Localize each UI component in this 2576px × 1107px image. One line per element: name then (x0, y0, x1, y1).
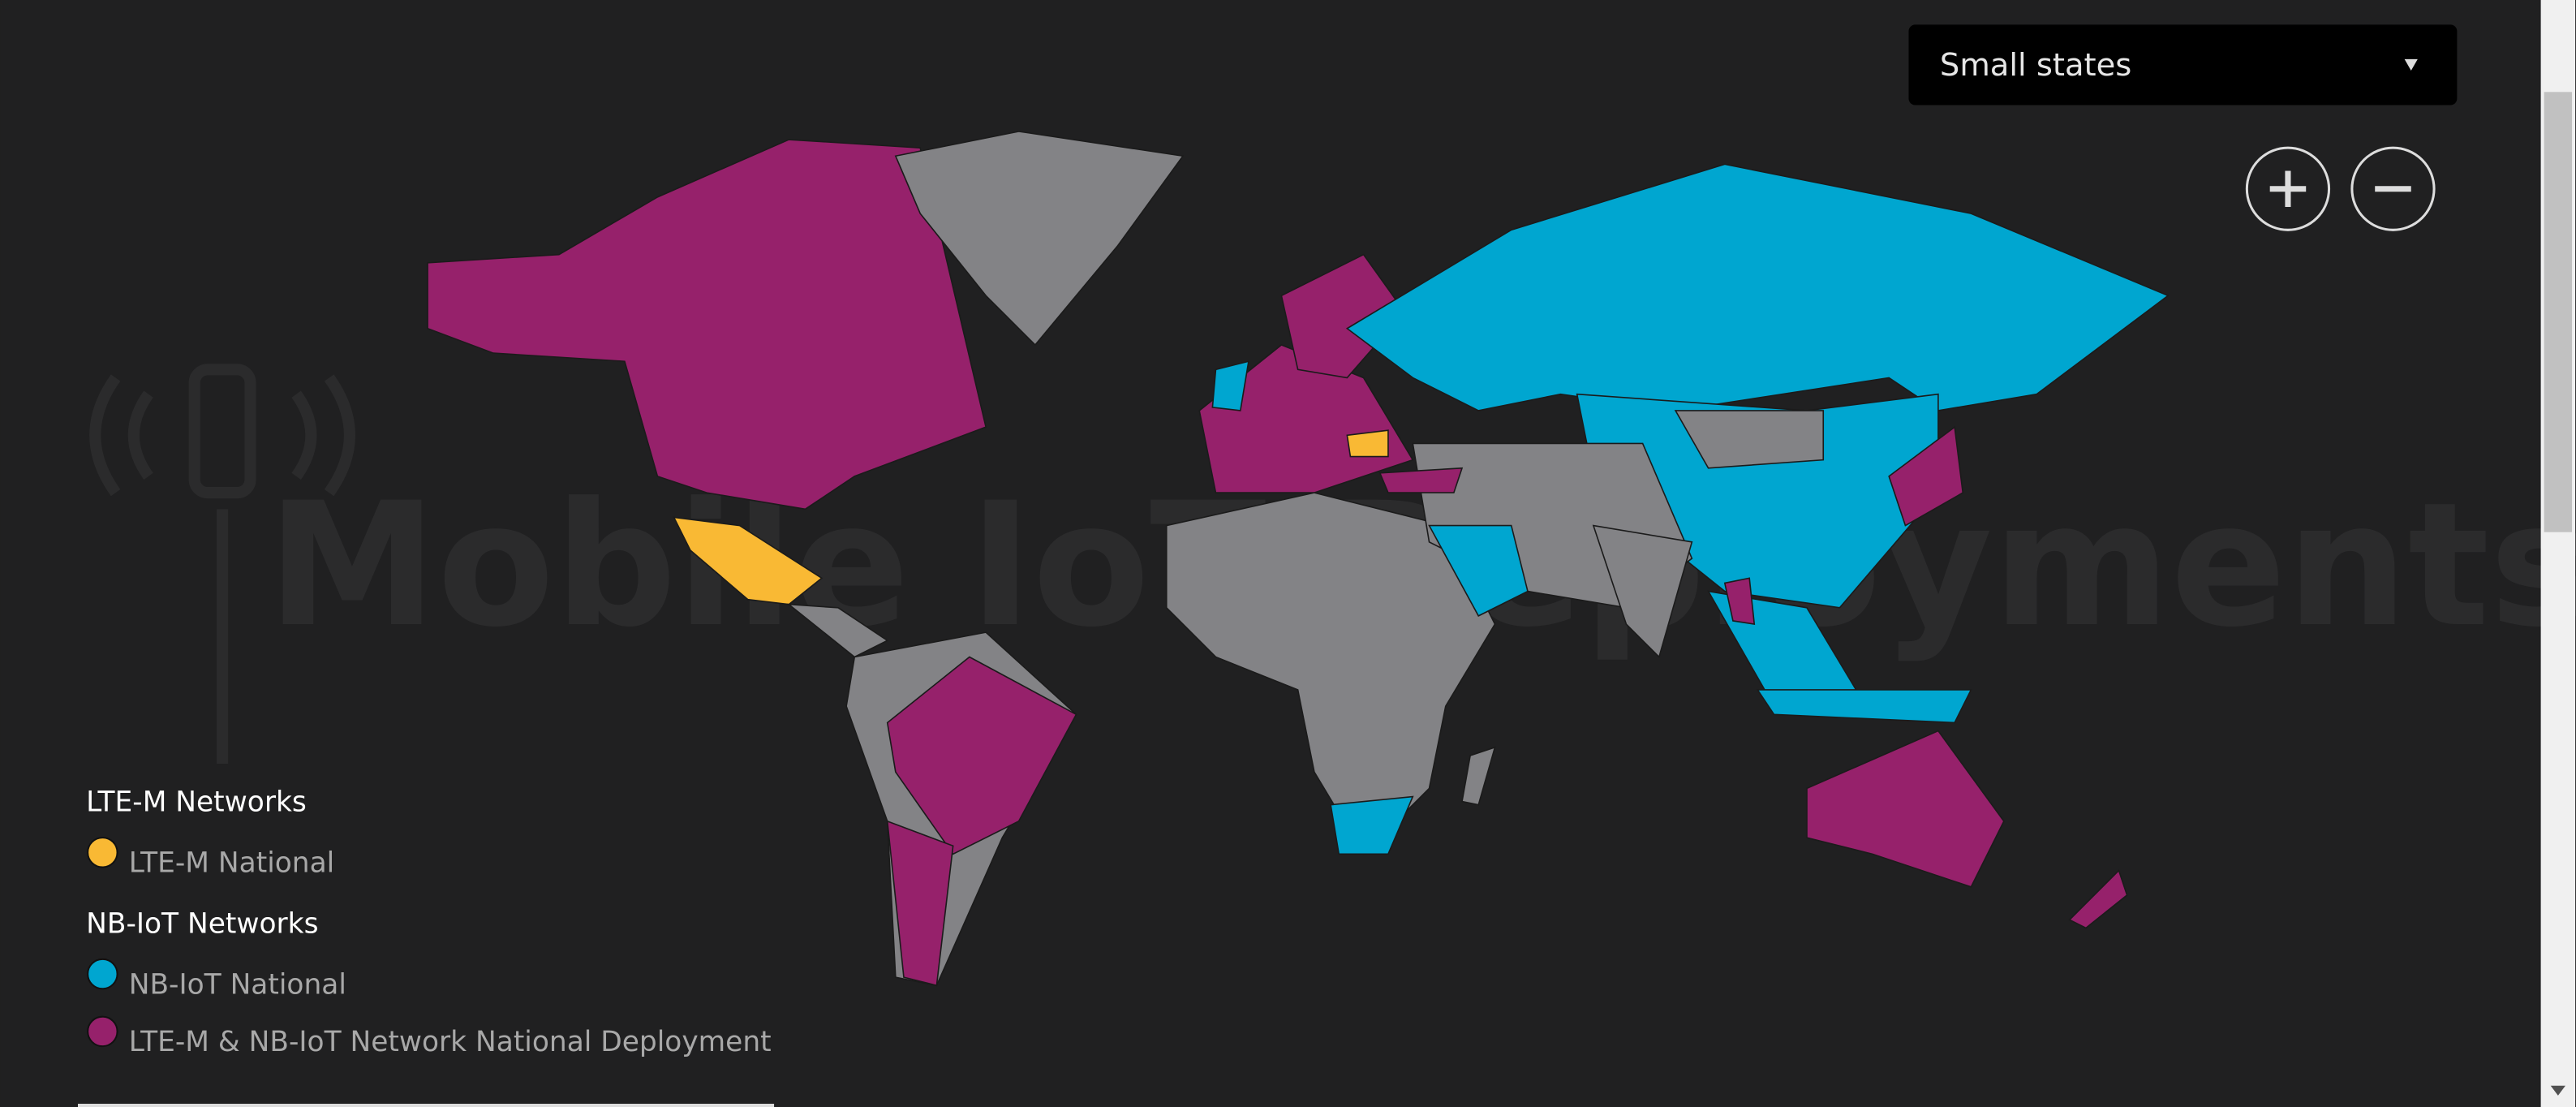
legend: LTE-M Networks LTE-M National NB-IoT Net… (86, 786, 772, 1058)
scrollbar-thumb[interactable] (2544, 92, 2573, 532)
legend-item-label: NB-IoT National (129, 968, 346, 1001)
legend-group-title: NB-IoT Networks (86, 907, 318, 940)
argentina (886, 820, 954, 987)
north-america (427, 139, 987, 510)
japan (1888, 425, 1964, 527)
scrollbar[interactable] (2540, 0, 2576, 1107)
zoom-in-icon (2269, 170, 2307, 207)
mongolia (1674, 410, 1825, 469)
india (1592, 524, 1693, 659)
new-zealand (2068, 869, 2128, 929)
dropdown-arrow (2404, 58, 2418, 71)
south-africa (1330, 795, 1414, 855)
central-america (786, 603, 889, 658)
dropdown-value: Small states (1940, 47, 2131, 84)
madagascar (1461, 746, 1496, 806)
legend-item-label: LTE-M & NB-IoT Network National Deployme… (129, 1026, 772, 1058)
indonesia (1756, 689, 1972, 724)
romania (1346, 429, 1389, 458)
scroll-down-arrow[interactable] (2550, 1085, 2565, 1096)
greenland (894, 131, 1185, 347)
legend-swatch (87, 837, 118, 868)
dropdown-box[interactable] (1908, 24, 2458, 106)
region-dropdown[interactable]: Small states (1908, 24, 2458, 106)
zoom-out-circle[interactable] (2350, 146, 2436, 231)
world-map (427, 131, 2170, 987)
brazil (886, 656, 1077, 855)
legend-item-label: LTE-M National (129, 847, 334, 880)
legend-group-title: LTE-M Networks (86, 786, 307, 819)
legend-swatch (87, 1015, 118, 1048)
zoom-out-button[interactable] (2350, 146, 2436, 231)
zoom-in-button[interactable] (2245, 146, 2331, 231)
watermark-logo (89, 364, 355, 765)
saudi-arabia (1428, 524, 1529, 617)
turkey (1378, 467, 1464, 493)
zoom-in-circle[interactable] (2245, 146, 2331, 231)
thailand (1723, 577, 1756, 625)
australia (1806, 730, 2005, 888)
legend-swatch (87, 958, 118, 990)
uk (1211, 360, 1249, 411)
